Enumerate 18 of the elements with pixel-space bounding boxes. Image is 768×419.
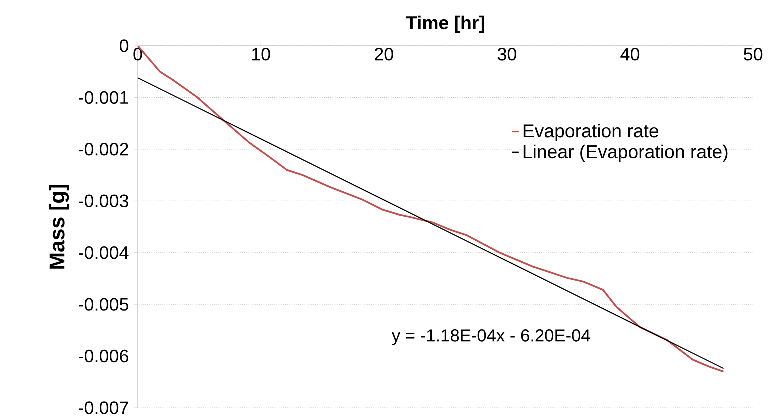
y-tick-label: -0.004 bbox=[79, 246, 129, 260]
x-tick-label: 40 bbox=[620, 48, 640, 61]
y-axis-title: Mass [g] bbox=[49, 185, 70, 269]
annotation: y = -1.18E-04x - 6.20E-04 bbox=[392, 330, 590, 346]
x-tick-label: 10 bbox=[252, 48, 270, 61]
x-tick-label: 50 bbox=[744, 48, 763, 61]
x-tick-label: 30 bbox=[498, 48, 516, 61]
x-tick-label: 20 bbox=[375, 48, 394, 61]
y-tick-label: -0.005 bbox=[79, 298, 129, 312]
legend-label: Linear (Evaporation rate) bbox=[524, 144, 728, 162]
y-tick-label: -0.006 bbox=[79, 350, 128, 363]
y-tick-label: -0.003 bbox=[79, 194, 128, 208]
y-tick-label: -0.001 bbox=[79, 91, 128, 104]
y-tick-label: -0.002 bbox=[79, 143, 128, 156]
legend-label: Evaporation rate bbox=[524, 124, 659, 142]
y-tick-label: 0 bbox=[120, 40, 129, 52]
x-axis-title: Time [hr] bbox=[406, 16, 484, 34]
y-tick-label: -0.007 bbox=[79, 402, 128, 414]
